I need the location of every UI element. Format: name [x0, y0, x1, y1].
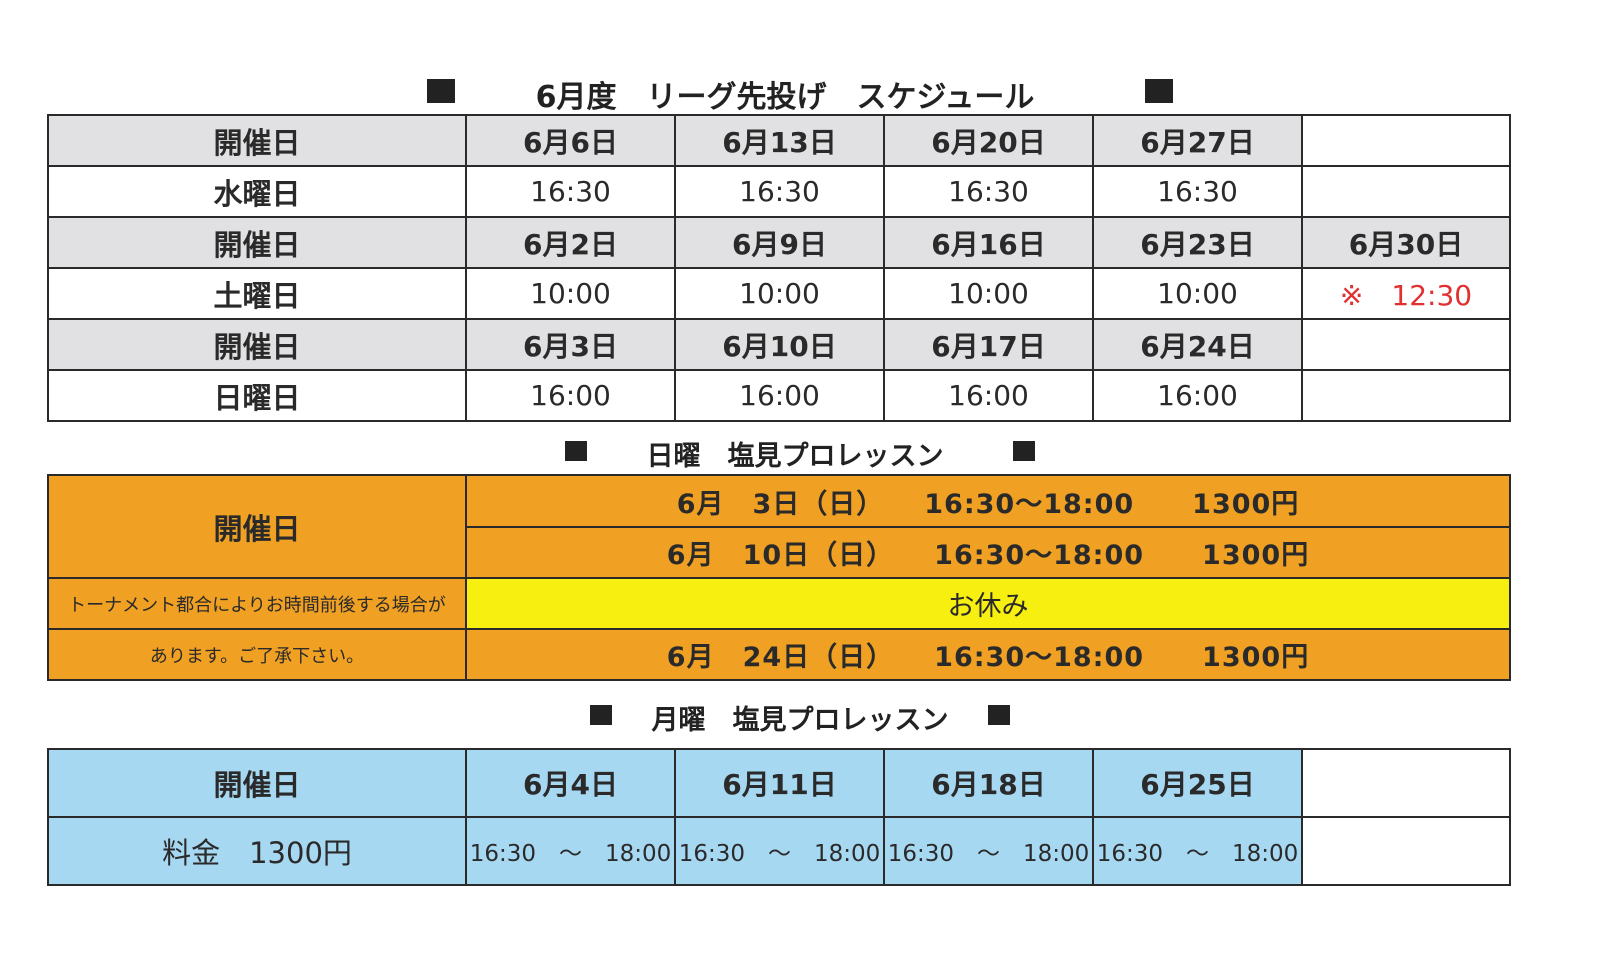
square-bullet-icon [1012, 440, 1035, 461]
date-cell [1301, 114, 1511, 167]
date-cell: 6月6日 [465, 114, 676, 167]
table-row: あります。ご了承下さい。 6月 24日（日） 16:30〜18:00 1300円 [47, 628, 1511, 681]
session-date: 6月 24日（日） [666, 642, 895, 673]
date-cell: 6月2日 [465, 216, 676, 269]
date-cell: 6月13日 [674, 114, 885, 167]
date-cell: 6月4日 [465, 748, 676, 818]
league-title: 6月度 リーグ先投げ スケジュール [0, 72, 1600, 116]
time-range-cell: 16:30 〜 18:00 [674, 816, 885, 886]
time-cell [1301, 369, 1511, 422]
time-cell: 16:30 [465, 165, 676, 218]
session-time: 16:30〜18:00 [934, 540, 1145, 571]
row-label: 水曜日 [47, 165, 467, 218]
date-cell: 6月9日 [674, 216, 885, 269]
table-row: 料金 1300円 16:30 〜 18:00 16:30 〜 18:00 16:… [47, 816, 1511, 886]
square-bullet-icon [1144, 79, 1173, 103]
monday-lesson-title: 月曜 塩見プロレッスン [0, 698, 1600, 737]
square-bullet-icon [590, 704, 613, 725]
time-cell: 16:00 [1092, 369, 1303, 422]
table-row: 6月 10日（日） 16:30〜18:00 1300円 [48, 526, 1511, 579]
time-range-cell: 16:30 〜 18:00 [1092, 816, 1303, 886]
session-price: 1300円 [1192, 488, 1300, 520]
session-price: 1300円 [1202, 540, 1310, 571]
lesson-session-row: 6月 3日（日） 16:30〜18:00 1300円 [465, 474, 1511, 528]
schedule-note-line-2: あります。ご了承下さい。 [47, 628, 467, 681]
time-range-cell: 16:30 〜 18:00 [883, 816, 1094, 886]
special-time-note: ※ 12:30 [1301, 267, 1511, 320]
date-cell: 6月3日 [465, 318, 676, 371]
monday-lesson-title-text: 月曜 塩見プロレッスン [651, 705, 949, 736]
date-cell: 6月18日 [883, 748, 1094, 818]
sunday-lesson-title-text: 日曜 塩見プロレッスン [646, 441, 944, 472]
sunday-lesson-title: 日曜 塩見プロレッスン [0, 434, 1600, 473]
table-row: 開催日 6月 3日（日） 16:30〜18:00 1300円 [47, 474, 1511, 579]
time-cell: 16:30 [883, 165, 1094, 218]
square-bullet-icon [427, 79, 456, 103]
time-cell: 16:00 [674, 369, 885, 422]
time-cell: 10:00 [674, 267, 885, 320]
session-date: 6月 3日（日） [676, 488, 885, 520]
time-cell: 10:00 [883, 267, 1094, 320]
table-row: 日曜日 16:00 16:00 16:00 16:00 [47, 369, 1511, 422]
table-row: 開催日 6月3日 6月10日 6月17日 6月24日 [47, 318, 1511, 371]
monday-lesson-table: 開催日 6月4日 6月11日 6月18日 6月25日 料金 1300円 16:3… [47, 748, 1511, 886]
sunday-label: 開催日 [47, 474, 467, 579]
date-cell: 6月10日 [674, 318, 885, 371]
time-range-cell: 16:30 〜 18:00 [465, 816, 676, 886]
date-cell: 6月24日 [1092, 318, 1303, 371]
time-cell: 10:00 [465, 267, 676, 320]
monday-label: 開催日 [47, 748, 467, 818]
time-cell: 10:00 [1092, 267, 1303, 320]
lesson-session-row: 6月 24日（日） 16:30〜18:00 1300円 [465, 628, 1511, 681]
schedule-note-line-1: トーナメント都合によりお時間前後する場合が [47, 577, 467, 630]
lesson-session-row: 6月 10日（日） 16:30〜18:00 1300円 [465, 526, 1511, 579]
session-time: 16:30〜18:00 [934, 642, 1145, 673]
date-cell [1301, 318, 1511, 371]
row-label: 開催日 [47, 216, 467, 269]
time-cell [1301, 165, 1511, 218]
session-time: 16:30〜18:00 [924, 488, 1135, 520]
session-date: 6月 10日（日） [666, 540, 895, 571]
row-label: 開催日 [47, 114, 467, 167]
closed-day-cell: お休み [465, 577, 1511, 630]
time-cell: 16:30 [1092, 165, 1303, 218]
fee-label: 料金 1300円 [47, 816, 467, 886]
date-cell: 6月11日 [674, 748, 885, 818]
table-row: 土曜日 10:00 10:00 10:00 10:00 ※ 12:30 [47, 267, 1511, 320]
date-cell: 6月17日 [883, 318, 1094, 371]
row-label: 土曜日 [47, 267, 467, 320]
time-cell: 16:30 [674, 165, 885, 218]
sunday-lesson-table: 開催日 6月 3日（日） 16:30〜18:00 1300円 6月 10日（日） 16… [47, 474, 1511, 681]
date-cell: 6月16日 [883, 216, 1094, 269]
date-cell [1301, 748, 1511, 818]
date-cell: 6月25日 [1092, 748, 1303, 818]
league-title-text: 6月度 リーグ先投げ スケジュール [535, 80, 1035, 115]
date-cell: 6月20日 [883, 114, 1094, 167]
table-row: 開催日 6月6日 6月13日 6月20日 6月27日 [47, 114, 1511, 167]
table-row: トーナメント都合によりお時間前後する場合が お休み [47, 577, 1511, 630]
table-row: 水曜日 16:30 16:30 16:30 16:30 [47, 165, 1511, 218]
table-row: 開催日 6月2日 6月9日 6月16日 6月23日 6月30日 [47, 216, 1511, 269]
date-cell: 6月30日 [1301, 216, 1511, 269]
league-schedule-table: 開催日 6月6日 6月13日 6月20日 6月27日 水曜日 16:30 16:… [47, 114, 1511, 422]
date-cell: 6月23日 [1092, 216, 1303, 269]
table-row: 開催日 6月4日 6月11日 6月18日 6月25日 [47, 748, 1511, 818]
date-cell: 6月27日 [1092, 114, 1303, 167]
square-bullet-icon [565, 440, 588, 461]
session-price: 1300円 [1202, 642, 1310, 673]
row-label: 開催日 [47, 318, 467, 371]
row-label: 日曜日 [47, 369, 467, 422]
square-bullet-icon [987, 704, 1010, 725]
time-range-cell [1301, 816, 1511, 886]
time-cell: 16:00 [465, 369, 676, 422]
time-cell: 16:00 [883, 369, 1094, 422]
